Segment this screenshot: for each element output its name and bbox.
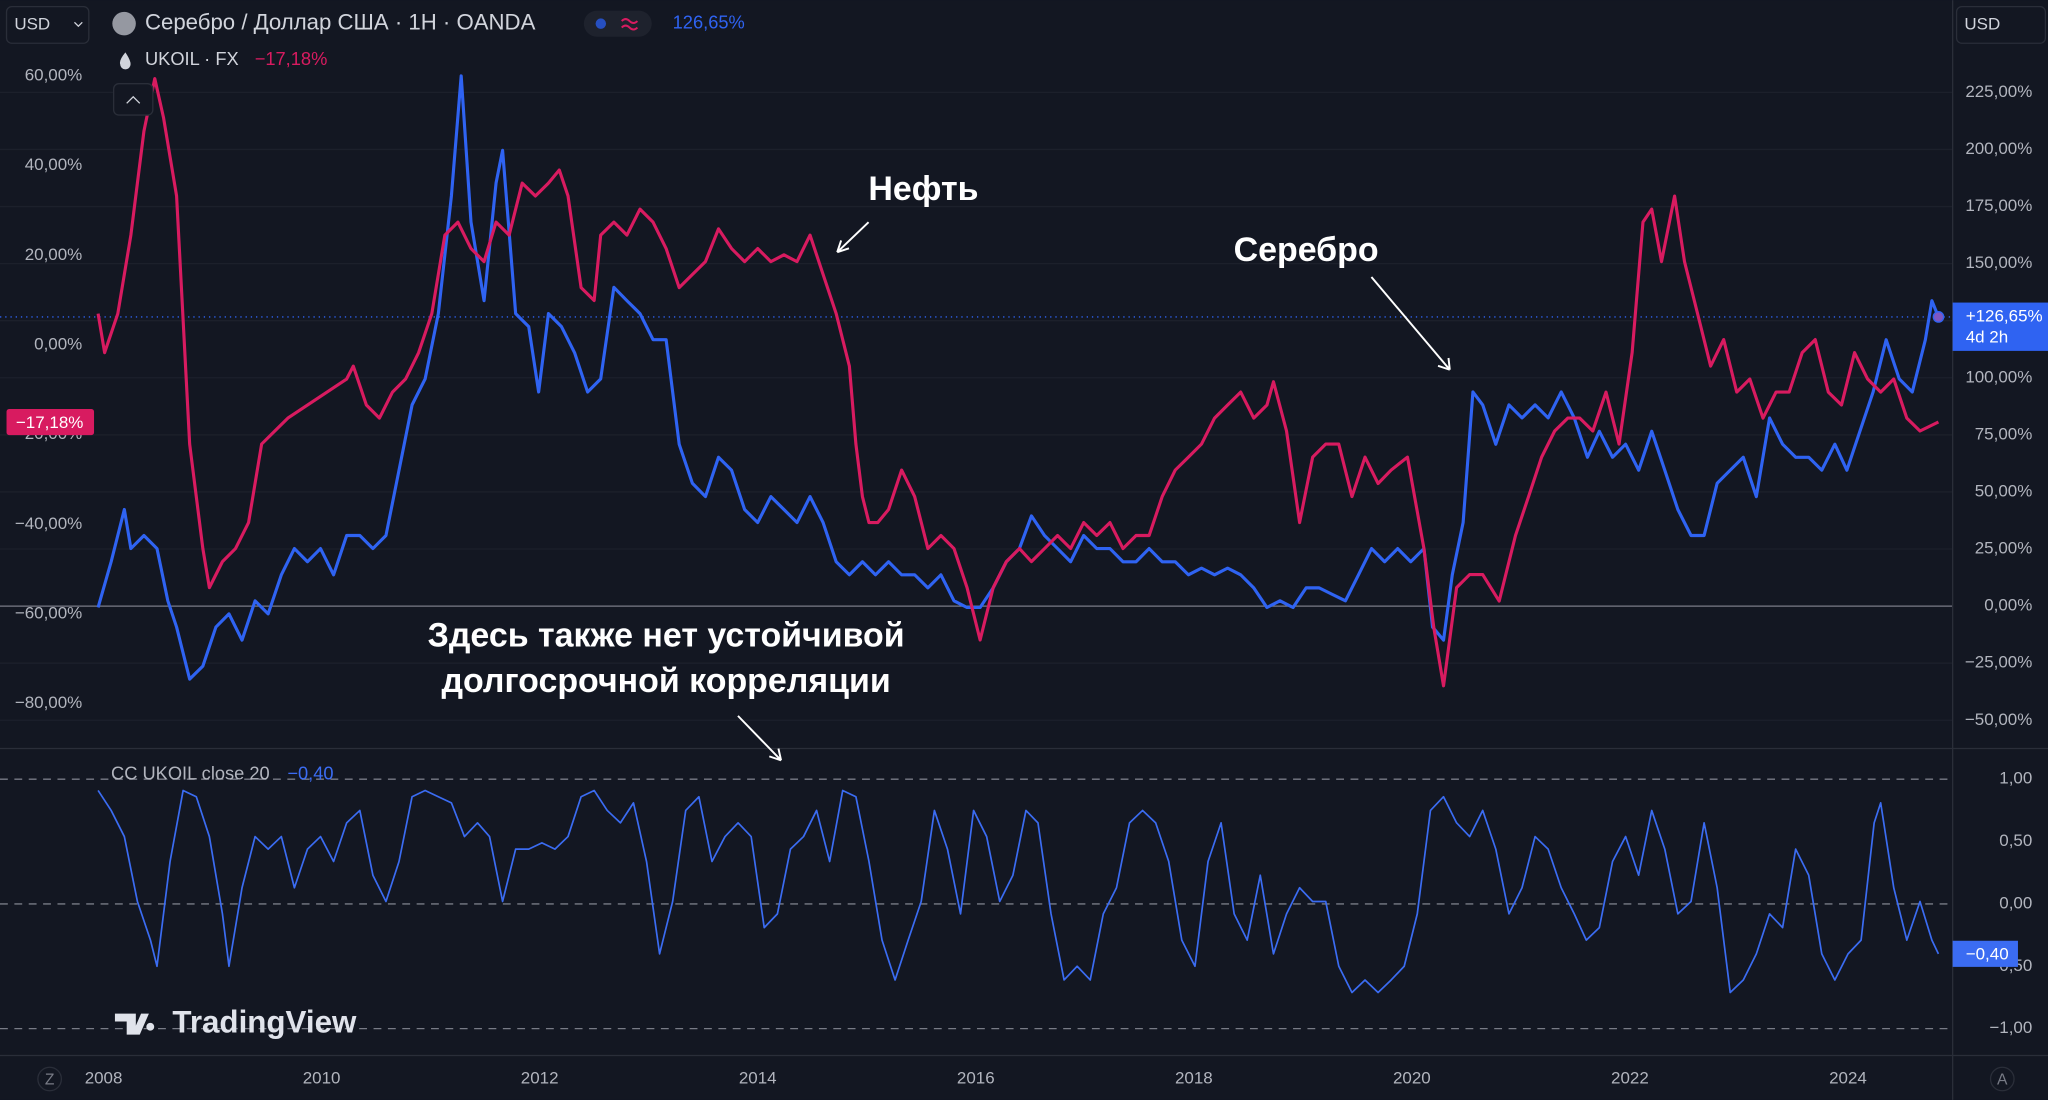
countdown-label: 4d 2h [1966, 327, 2008, 346]
oil-icon [119, 52, 131, 70]
price-label-box [6, 408, 95, 436]
main-change: 126,65% [673, 11, 745, 32]
x-tick-label: 2008 [85, 1068, 123, 1087]
collapse-button[interactable] [112, 83, 154, 116]
main-symbol: Серебро / Доллар США · 1H · OANDA [145, 9, 536, 34]
y2-tick-label: 100,00% [1965, 367, 2032, 386]
scale-button[interactable] [37, 1066, 63, 1092]
x-tick-label: 2012 [521, 1068, 559, 1087]
y-tick-label: 1,00 [1999, 769, 2032, 788]
status-pill [583, 10, 652, 37]
y2-tick-label: 25,00% [1975, 539, 2033, 558]
chevron [126, 95, 141, 104]
y-tick-label: −40,00% [15, 514, 82, 533]
annotation: долгосрочной корреляции [442, 662, 891, 700]
x-tick-label: 2016 [957, 1068, 995, 1087]
arrow [1370, 276, 1451, 371]
y2-tick-label: 200,00% [1965, 139, 2032, 158]
y-tick-label: 20,00% [25, 245, 83, 264]
scale-button[interactable] [1989, 1066, 2015, 1092]
y2-tick-label: −50,00% [1965, 710, 2032, 729]
indicator-name: CC UKOIL close 20 [111, 762, 270, 783]
logo-icon [114, 1013, 155, 1035]
currency-button[interactable] [1955, 6, 2047, 44]
y2-tick-label: 225,00% [1965, 82, 2032, 101]
y-tick-label: 0,50 [1999, 831, 2032, 850]
y2-tick-label: 50,00% [1975, 481, 2033, 500]
currency-label: USD [14, 14, 50, 33]
symbol-icon [112, 11, 136, 36]
y2-tick-label: −25,00% [1965, 653, 2032, 672]
x-tick-label: 2014 [739, 1068, 777, 1087]
price-label-box [1952, 940, 2018, 967]
scale-button-label: Z [45, 1071, 55, 1088]
currency-label: USD [1964, 14, 2000, 33]
y2-tick-label: 150,00% [1965, 253, 2032, 272]
series-line [97, 789, 1940, 994]
arrow [836, 221, 870, 254]
price-label-box [1952, 302, 2048, 351]
y2-tick-label: 0,00% [1984, 596, 2032, 615]
y2-tick-label: 175,00% [1965, 196, 2032, 215]
price-label: +126,65% [1966, 306, 2043, 325]
y-tick-label: −80,00% [15, 693, 82, 712]
currency-button[interactable] [5, 6, 90, 44]
annotation: Серебро [1234, 231, 1379, 269]
price-label: −17,18% [16, 413, 83, 432]
status-dot [595, 18, 607, 29]
watermark: TradingView [172, 1004, 357, 1039]
x-tick-label: 2022 [1611, 1068, 1649, 1087]
arrow [737, 715, 783, 762]
x-tick-label: 2010 [303, 1068, 341, 1087]
annotation: Нефть [868, 170, 978, 208]
y-tick-label: 60,00% [25, 65, 83, 84]
price-label: −0,40 [1966, 945, 2009, 964]
series-layer [96, 74, 1940, 994]
series-line [96, 77, 1940, 688]
last-point [1932, 311, 1945, 323]
y2-tick-label: 75,00% [1975, 424, 2033, 443]
labels-layer: 60,00%40,00%20,00%0,00%−20,00%−40,00%−60… [6, 65, 2048, 1087]
y-tick-label: 0,00 [1999, 893, 2032, 912]
annotation: Здесь также нет устойчивой [428, 616, 905, 654]
x-tick-label: 2020 [1393, 1068, 1431, 1087]
x-tick-label: 2024 [1829, 1068, 1867, 1087]
y-tick-label: −1,00 [1989, 1018, 2032, 1037]
indicator-value: −0,40 [287, 762, 333, 783]
y-tick-label: 40,00% [25, 155, 83, 174]
status-icon [621, 18, 639, 31]
y-tick-label: −60,00% [15, 604, 82, 623]
scale-button-label: A [1997, 1071, 2008, 1088]
x-tick-label: 2018 [1175, 1068, 1213, 1087]
compare-symbol: UKOIL · FX [145, 48, 239, 69]
chevron [73, 21, 83, 28]
y-tick-label: 0,00% [34, 334, 82, 353]
compare-change: −17,18% [255, 48, 328, 69]
